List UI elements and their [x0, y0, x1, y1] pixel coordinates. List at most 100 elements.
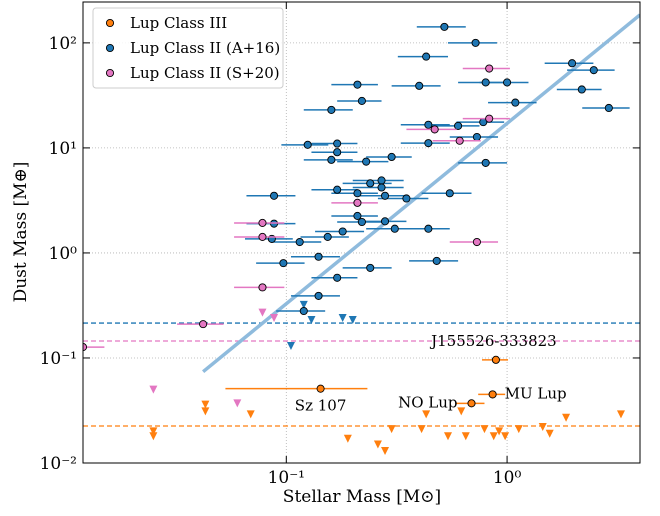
- legend-marker: [105, 43, 115, 53]
- upper-limit: [149, 385, 158, 394]
- upper-limit: [246, 410, 255, 419]
- data-point: [295, 237, 304, 247]
- data-point: [357, 96, 366, 105]
- data-point: [316, 384, 325, 393]
- upper-limit: [562, 413, 571, 422]
- data-point: [333, 139, 342, 148]
- upper-limit: [489, 432, 498, 441]
- annotation: J155526-333823: [429, 332, 557, 350]
- data-point: [481, 158, 490, 167]
- data-point: [357, 217, 366, 227]
- y-tick-label: 10²: [49, 34, 77, 54]
- data-point: [430, 125, 439, 134]
- legend-label: Lup Class II (A+16): [130, 39, 280, 57]
- data-point: [353, 189, 362, 198]
- data-point: [589, 66, 598, 75]
- legend-label: Lup Class II (S+20): [130, 64, 280, 82]
- annotation: MU Lup: [505, 384, 567, 402]
- data-point: [604, 103, 613, 113]
- legend-marker: [105, 68, 115, 78]
- upper-limit: [381, 447, 390, 456]
- data-point: [327, 155, 336, 164]
- upper-limit: [417, 425, 426, 434]
- data-point: [258, 283, 267, 292]
- upper-limit: [286, 342, 295, 351]
- data-point: [314, 252, 323, 261]
- upper-limit: [387, 425, 396, 434]
- data-point: [485, 114, 494, 123]
- data-point: [258, 218, 267, 227]
- data-point: [481, 78, 490, 87]
- data-point: [327, 105, 336, 114]
- data-point: [299, 306, 308, 316]
- upper-limit: [201, 400, 210, 409]
- plot-frame: [82, 1, 641, 464]
- upper-limit: [443, 432, 452, 441]
- legend-box: [92, 7, 284, 89]
- data-point: [402, 194, 411, 203]
- upper-limit: [480, 425, 489, 434]
- fit-line: [202, 13, 640, 374]
- data-point: [454, 121, 463, 130]
- data-point: [269, 191, 279, 200]
- data-point: [424, 224, 433, 233]
- data-point: [353, 211, 362, 220]
- data-point: [353, 198, 362, 207]
- annotation: Sz 107: [295, 397, 347, 415]
- data-point: [323, 232, 332, 241]
- data-point: [380, 217, 390, 226]
- y-tick-label: 10⁰: [49, 244, 78, 264]
- data-point: [353, 80, 362, 89]
- upper-limit: [149, 432, 158, 441]
- data-point: [488, 390, 497, 399]
- upper-limit: [270, 314, 279, 323]
- upper-limit: [307, 315, 316, 324]
- data-point: [377, 183, 386, 192]
- upper-limit: [343, 434, 352, 443]
- upper-limit: [338, 314, 347, 323]
- data-point: [366, 179, 375, 188]
- y-tick-label: 10⁻¹: [40, 349, 77, 369]
- upper-limit: [373, 440, 382, 449]
- y-axis-label: Dust Mass [M⊕]: [11, 162, 31, 303]
- y-tick-label: 10¹: [49, 139, 77, 159]
- upper-limit: [258, 308, 267, 317]
- data-point: [333, 273, 342, 282]
- data-point: [338, 227, 347, 236]
- data-point: [303, 140, 312, 149]
- data-point: [503, 78, 512, 87]
- data-point: [424, 120, 433, 129]
- data-point: [445, 189, 454, 198]
- upper-limit: [495, 427, 504, 436]
- data-point: [258, 232, 267, 241]
- upper-limit: [299, 300, 308, 309]
- upper-limit: [461, 432, 470, 441]
- upper-limit: [348, 315, 357, 324]
- data-point: [380, 191, 390, 200]
- data-point: [467, 399, 476, 408]
- x-axis-label: Stellar Mass [M⊙]: [283, 487, 441, 507]
- data-point: [424, 139, 433, 148]
- data-point: [568, 59, 577, 68]
- upper-limit: [545, 429, 554, 438]
- data-point: [377, 176, 386, 185]
- data-point: [432, 256, 441, 265]
- y-tick-label: 10⁻²: [40, 454, 77, 474]
- annotation: NO Lup: [398, 393, 457, 411]
- upper-limit: [457, 407, 466, 416]
- data-point: [485, 64, 494, 73]
- upper-limit: [616, 410, 625, 419]
- x-tick-label: 10⁻¹: [268, 468, 305, 488]
- upper-limit: [538, 423, 547, 432]
- data-point: [491, 355, 500, 364]
- data-point: [199, 320, 208, 329]
- data-point: [387, 152, 396, 162]
- data-point: [440, 22, 449, 31]
- upper-limit: [149, 427, 158, 436]
- data-point: [471, 38, 480, 47]
- x-tick-label: 10⁰: [493, 468, 522, 488]
- data-point: [455, 136, 464, 145]
- data-point: [422, 52, 431, 61]
- data-point: [511, 98, 520, 107]
- upper-limit: [514, 425, 523, 434]
